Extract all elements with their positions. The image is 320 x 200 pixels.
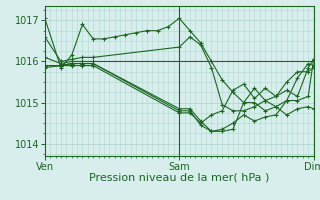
X-axis label: Pression niveau de la mer( hPa ): Pression niveau de la mer( hPa ) (89, 173, 269, 183)
